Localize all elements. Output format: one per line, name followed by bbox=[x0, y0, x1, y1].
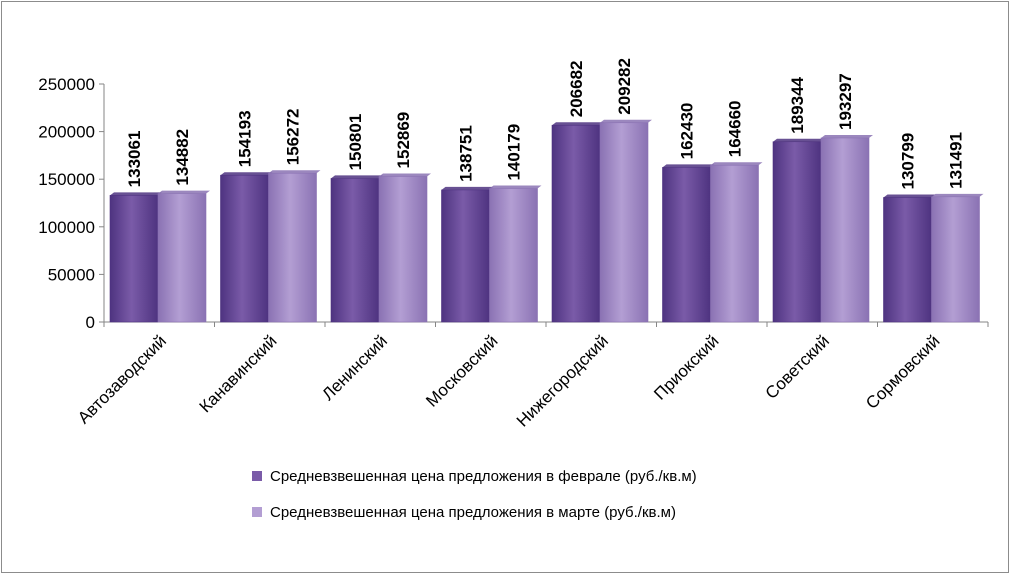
data-label: 162430 bbox=[678, 103, 697, 160]
bar bbox=[710, 164, 759, 323]
bar bbox=[662, 167, 711, 323]
bar-top bbox=[110, 192, 162, 196]
bar bbox=[441, 189, 490, 323]
bar bbox=[599, 122, 649, 323]
y-tick-label: 250000 bbox=[38, 75, 95, 94]
data-label: 150801 bbox=[346, 114, 365, 171]
bar-top bbox=[600, 119, 652, 123]
chart-data-labels: 133061 154193 150801 138751 206682 162430 1893… bbox=[125, 58, 966, 189]
chart-bars bbox=[109, 119, 984, 323]
legend-item-mar: Средневзвешенная цена предложения в март… bbox=[252, 494, 697, 530]
x-category-label: Московский bbox=[422, 331, 501, 410]
bar bbox=[378, 176, 428, 323]
data-label: 189344 bbox=[788, 76, 807, 133]
legend-item-feb: Средневзвешенная цена предложения в февр… bbox=[252, 458, 697, 494]
legend-label-feb: Средневзвешенная цена предложения в февр… bbox=[270, 467, 697, 485]
bar bbox=[883, 197, 932, 323]
y-tick-label: 150000 bbox=[38, 170, 95, 189]
bar bbox=[330, 178, 380, 323]
data-label: 152869 bbox=[394, 112, 413, 169]
legend-swatch-mar bbox=[252, 507, 262, 517]
bar-top bbox=[331, 175, 383, 179]
bar bbox=[489, 188, 538, 323]
data-label: 193297 bbox=[836, 73, 855, 130]
data-label: 156272 bbox=[284, 108, 303, 165]
bar-top bbox=[883, 194, 936, 198]
data-label: 164660 bbox=[726, 101, 745, 158]
bar-top bbox=[220, 172, 273, 176]
bar-top bbox=[489, 185, 542, 189]
x-category-label: Ленинский bbox=[318, 331, 391, 404]
bar bbox=[220, 174, 269, 323]
bar-top bbox=[379, 173, 431, 177]
bar-top bbox=[662, 164, 715, 168]
bar-top bbox=[158, 190, 210, 194]
bar-top bbox=[552, 122, 604, 126]
bar bbox=[551, 124, 601, 323]
x-category-label: Приокский bbox=[650, 331, 722, 403]
chart-legend: Средневзвешенная цена предложения в февр… bbox=[252, 458, 697, 530]
x-category-label: Сормовский bbox=[862, 331, 943, 412]
data-label: 133061 bbox=[125, 131, 144, 188]
data-label: 206682 bbox=[567, 61, 586, 118]
data-label: 134882 bbox=[173, 129, 192, 186]
bar bbox=[931, 196, 980, 323]
bar bbox=[772, 141, 822, 323]
y-tick-label: 0 bbox=[86, 313, 95, 332]
bar-top bbox=[773, 138, 825, 142]
y-tick-label: 100000 bbox=[38, 218, 95, 237]
bar bbox=[109, 195, 159, 323]
bar-top bbox=[821, 134, 873, 138]
x-category-label: Советский bbox=[762, 331, 833, 402]
y-tick-label: 200000 bbox=[38, 123, 95, 142]
x-category-label: Автозаводский bbox=[74, 331, 170, 427]
bar-top bbox=[441, 186, 494, 190]
bar-top bbox=[931, 193, 984, 197]
x-category-label: Канавинский bbox=[196, 331, 281, 416]
data-label: 130799 bbox=[899, 133, 918, 190]
legend-swatch-feb bbox=[252, 471, 262, 481]
bar bbox=[268, 172, 317, 323]
data-label: 138751 bbox=[457, 125, 476, 182]
y-tick-label: 50000 bbox=[48, 265, 95, 284]
data-label: 154193 bbox=[236, 110, 255, 167]
data-label: 140179 bbox=[505, 124, 524, 181]
bar bbox=[157, 193, 207, 323]
bar-top bbox=[710, 162, 763, 166]
data-label: 131491 bbox=[947, 132, 966, 189]
x-category-label: Нижегородский bbox=[513, 331, 612, 430]
bar-chart: 0 50000 100000 150000 200000 250000 Автозаводс… bbox=[38, 58, 989, 431]
bar bbox=[820, 137, 870, 323]
legend-label-mar: Средневзвешенная цена предложения в март… bbox=[270, 503, 676, 521]
bar-top bbox=[268, 170, 321, 174]
data-label: 209282 bbox=[615, 58, 634, 115]
